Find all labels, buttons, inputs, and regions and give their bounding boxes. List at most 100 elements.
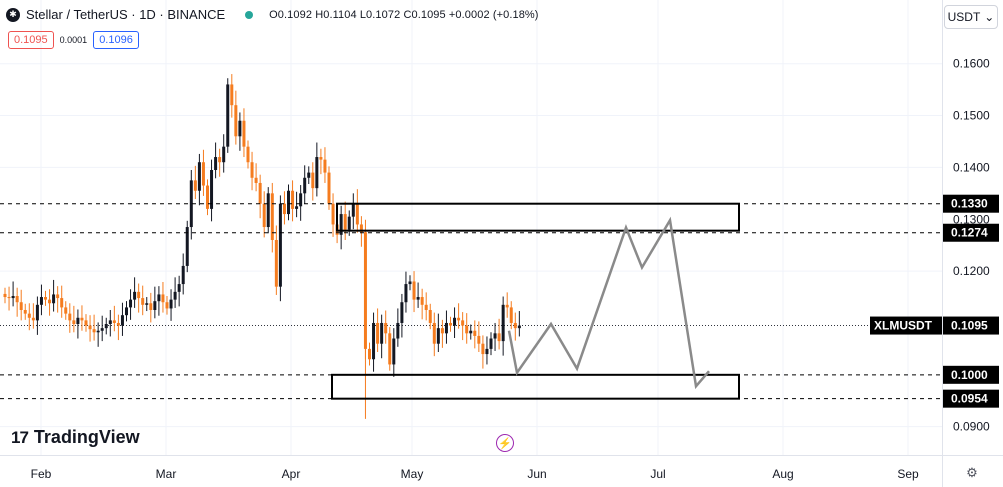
candle-body xyxy=(27,313,31,318)
candle-body xyxy=(193,180,197,191)
supply-demand-zone[interactable] xyxy=(331,373,740,400)
candle-body xyxy=(359,224,363,233)
candle-body xyxy=(206,185,209,209)
candle-body xyxy=(112,320,116,323)
symbol-label: XLMUSDT xyxy=(874,319,933,333)
candle-body xyxy=(181,265,185,285)
candle-body xyxy=(327,172,331,204)
candle-body xyxy=(64,307,68,314)
candle-body xyxy=(368,348,371,360)
trade-buttons: 0.1095 0.0001 0.1096 xyxy=(8,31,139,49)
candle-body xyxy=(133,291,137,300)
candle-body xyxy=(343,214,347,230)
candle-body xyxy=(60,298,64,308)
candle-body xyxy=(440,328,444,334)
candle-body xyxy=(129,299,133,308)
candle-body xyxy=(262,203,266,228)
tradingview-logo[interactable]: 17 TradingView xyxy=(11,427,140,448)
tradingview-wordmark: TradingView xyxy=(33,427,140,447)
candle-body xyxy=(347,216,351,230)
candle-body xyxy=(197,162,201,191)
candle-body xyxy=(489,338,493,349)
ohlc-values: O0.1092 H0.1104 L0.1072 C0.1095 +0.0002 … xyxy=(269,8,539,21)
candle-body xyxy=(218,157,222,163)
candle-body xyxy=(424,304,428,310)
tradingview-mark-icon: 17 xyxy=(11,427,29,447)
candle-body xyxy=(501,304,505,342)
candle-body xyxy=(465,325,469,334)
candle-body xyxy=(141,298,145,305)
candle-body xyxy=(315,157,319,189)
price-tick-label: 0.1300 xyxy=(953,212,990,226)
time-tick-label: Feb xyxy=(31,467,52,481)
candle-body xyxy=(509,307,513,323)
candle-body xyxy=(23,310,27,314)
spread-value: 0.0001 xyxy=(59,35,88,45)
time-tick-label: Jul xyxy=(650,467,665,481)
candle-body xyxy=(416,297,420,300)
candle-body xyxy=(15,296,19,303)
candle-body xyxy=(303,177,307,194)
symbol-label-bg xyxy=(870,316,942,335)
candle-body xyxy=(104,324,108,329)
currency-selector[interactable]: USDT ⌄ xyxy=(944,5,998,29)
projection-path[interactable] xyxy=(507,216,710,390)
lightning-icon[interactable]: ⚡ xyxy=(496,434,514,452)
candle-body xyxy=(96,330,100,333)
price-tick-label: 0.1200 xyxy=(953,264,990,278)
candle-body xyxy=(234,105,238,137)
level-price-label-bg xyxy=(943,223,999,242)
candle-body xyxy=(137,291,141,299)
symbol-title[interactable]: Stellar / TetherUS · 1D · BINANCE xyxy=(26,7,226,22)
candle-body xyxy=(125,307,128,316)
candle-body xyxy=(396,322,400,339)
candle-body xyxy=(250,162,254,178)
candle-body xyxy=(307,172,311,178)
price-tick-label: 0.1400 xyxy=(953,160,990,174)
candle-body xyxy=(400,302,404,323)
level-price-label-bg xyxy=(943,365,999,384)
buy-price-button[interactable]: 0.1096 xyxy=(93,31,139,49)
candle-body xyxy=(84,320,88,326)
candle-body xyxy=(210,170,214,209)
candle-body xyxy=(319,157,323,160)
candle-body xyxy=(278,203,282,287)
candle-body xyxy=(177,284,181,292)
candle-body xyxy=(295,206,299,209)
candle-body xyxy=(165,302,169,309)
gear-icon[interactable]: ⚙ xyxy=(966,465,978,480)
level-price-label: 0.0954 xyxy=(951,392,988,406)
candle-body xyxy=(88,325,92,330)
candle-body xyxy=(169,299,173,309)
time-tick-label: Jun xyxy=(527,467,546,481)
candle-body xyxy=(428,310,432,323)
candle-body xyxy=(461,320,465,326)
candle-body xyxy=(380,322,384,344)
chevron-down-icon: ⌄ xyxy=(984,10,995,24)
candle-body xyxy=(485,348,489,355)
level-price-label-bg xyxy=(943,194,999,213)
supply-demand-zone[interactable] xyxy=(336,202,740,232)
time-tick-label: Sep xyxy=(897,467,919,481)
candle-body xyxy=(444,322,448,334)
candle-body xyxy=(189,180,193,228)
candle-body xyxy=(7,297,11,299)
candle-body xyxy=(392,338,396,365)
candle-body xyxy=(311,172,315,189)
candle-body xyxy=(457,317,461,321)
time-tick-label: Aug xyxy=(772,467,793,481)
time-tick-label: May xyxy=(401,467,424,481)
candle-body xyxy=(145,303,149,305)
candle-body xyxy=(31,317,35,321)
candle-body xyxy=(517,325,521,329)
stellar-logo-icon: ✱ xyxy=(6,7,20,22)
candle-body xyxy=(513,322,517,329)
sell-price-button[interactable]: 0.1095 xyxy=(8,31,54,49)
candle-body xyxy=(242,120,246,147)
candle-body xyxy=(287,190,290,215)
candle-body xyxy=(92,329,96,333)
candle-body xyxy=(230,84,234,106)
candle-body xyxy=(323,159,327,173)
candle-body xyxy=(505,304,509,308)
